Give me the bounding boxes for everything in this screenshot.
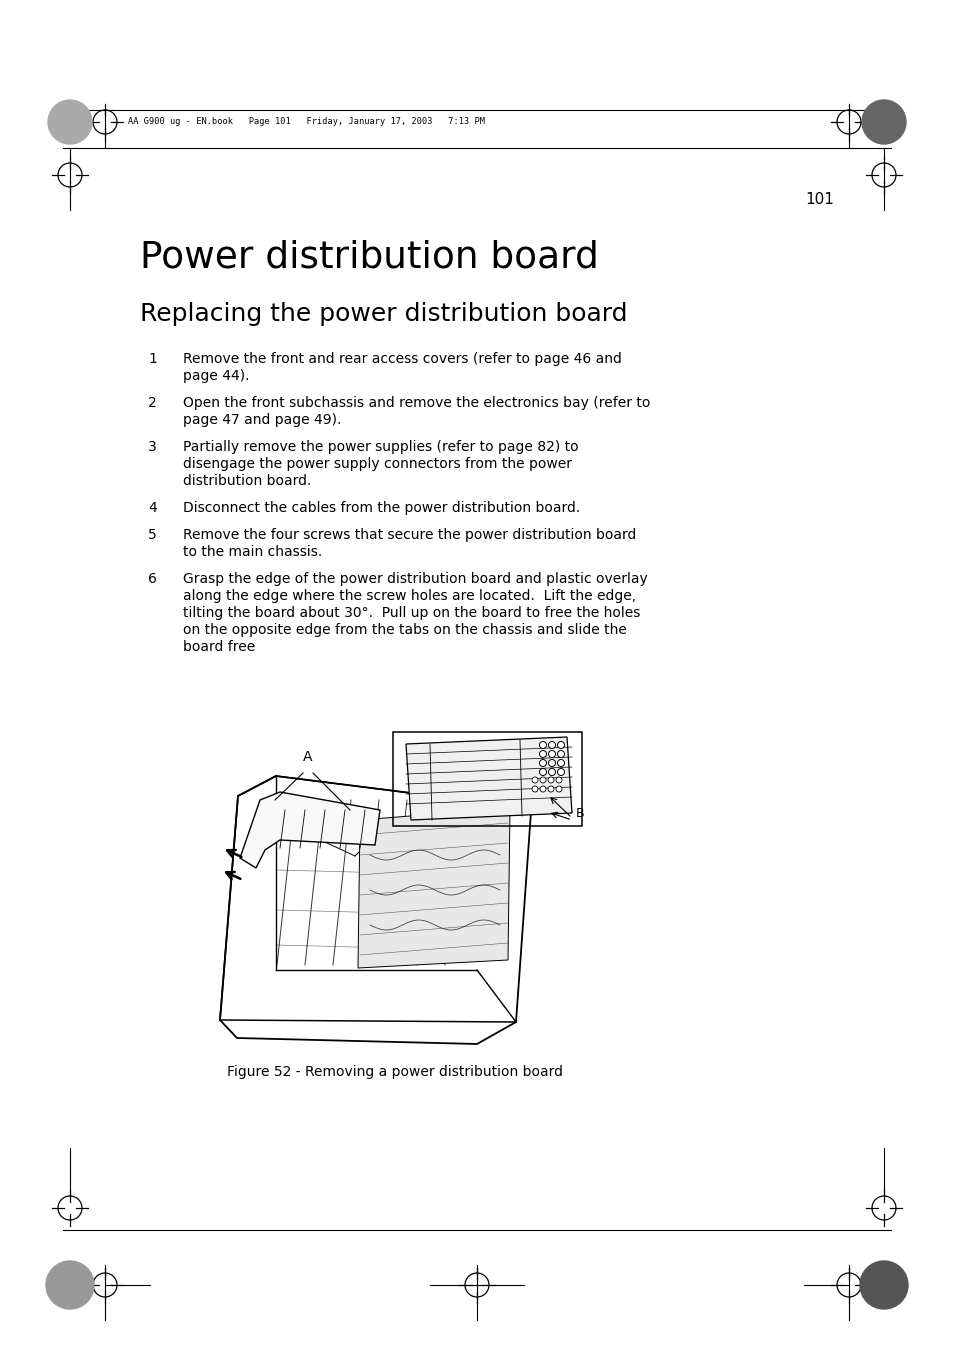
Text: 4: 4	[148, 501, 156, 515]
Circle shape	[548, 769, 555, 775]
Text: page 44).: page 44).	[183, 369, 250, 382]
Text: Remove the front and rear access covers (refer to page 46 and: Remove the front and rear access covers …	[183, 353, 621, 366]
Circle shape	[532, 777, 537, 784]
Circle shape	[557, 751, 564, 758]
Text: board free: board free	[183, 640, 255, 654]
Text: on the opposite edge from the tabs on the chassis and slide the: on the opposite edge from the tabs on th…	[183, 623, 626, 638]
Circle shape	[539, 777, 545, 784]
Text: Disconnect the cables from the power distribution board.: Disconnect the cables from the power dis…	[183, 501, 579, 515]
Circle shape	[48, 100, 91, 145]
Text: Partially remove the power supplies (refer to page 82) to: Partially remove the power supplies (ref…	[183, 440, 578, 454]
Text: distribution board.: distribution board.	[183, 474, 311, 488]
Text: 6: 6	[148, 571, 156, 586]
Text: to the main chassis.: to the main chassis.	[183, 544, 322, 559]
Text: page 47 and page 49).: page 47 and page 49).	[183, 413, 341, 427]
Polygon shape	[406, 738, 572, 820]
Circle shape	[557, 742, 564, 748]
Bar	[393, 732, 581, 825]
Text: AA G900 ug - EN.book   Page 101   Friday, January 17, 2003   7:13 PM: AA G900 ug - EN.book Page 101 Friday, Ja…	[128, 118, 484, 127]
Circle shape	[862, 100, 905, 145]
Circle shape	[557, 769, 564, 775]
Text: B: B	[576, 807, 584, 820]
Text: Figure 52 - Removing a power distribution board: Figure 52 - Removing a power distributio…	[227, 1065, 562, 1079]
Circle shape	[539, 769, 546, 775]
Circle shape	[539, 759, 546, 766]
Circle shape	[547, 777, 554, 784]
Text: Remove the four screws that secure the power distribution board: Remove the four screws that secure the p…	[183, 528, 636, 542]
Text: 1: 1	[148, 353, 156, 366]
Circle shape	[548, 759, 555, 766]
Circle shape	[547, 786, 554, 792]
Circle shape	[557, 759, 564, 766]
Text: 5: 5	[148, 528, 156, 542]
Polygon shape	[240, 792, 379, 867]
Circle shape	[548, 751, 555, 758]
Circle shape	[859, 1260, 907, 1309]
Text: Grasp the edge of the power distribution board and plastic overlay: Grasp the edge of the power distribution…	[183, 571, 647, 586]
Circle shape	[556, 786, 561, 792]
Circle shape	[46, 1260, 94, 1309]
Text: Replacing the power distribution board: Replacing the power distribution board	[140, 303, 627, 326]
Text: 3: 3	[148, 440, 156, 454]
Circle shape	[532, 786, 537, 792]
Text: tilting the board about 30°.  Pull up on the board to free the holes: tilting the board about 30°. Pull up on …	[183, 607, 639, 620]
Text: disengage the power supply connectors from the power: disengage the power supply connectors fr…	[183, 457, 572, 471]
Text: Open the front subchassis and remove the electronics bay (refer to: Open the front subchassis and remove the…	[183, 396, 650, 409]
Text: 101: 101	[804, 192, 833, 207]
Circle shape	[539, 786, 545, 792]
Circle shape	[539, 751, 546, 758]
Text: A: A	[303, 750, 313, 765]
Text: Power distribution board: Power distribution board	[140, 240, 598, 276]
Circle shape	[556, 777, 561, 784]
Polygon shape	[357, 808, 510, 969]
Text: along the edge where the screw holes are located.  Lift the edge,: along the edge where the screw holes are…	[183, 589, 636, 603]
Circle shape	[548, 742, 555, 748]
Circle shape	[539, 742, 546, 748]
Text: 2: 2	[148, 396, 156, 409]
